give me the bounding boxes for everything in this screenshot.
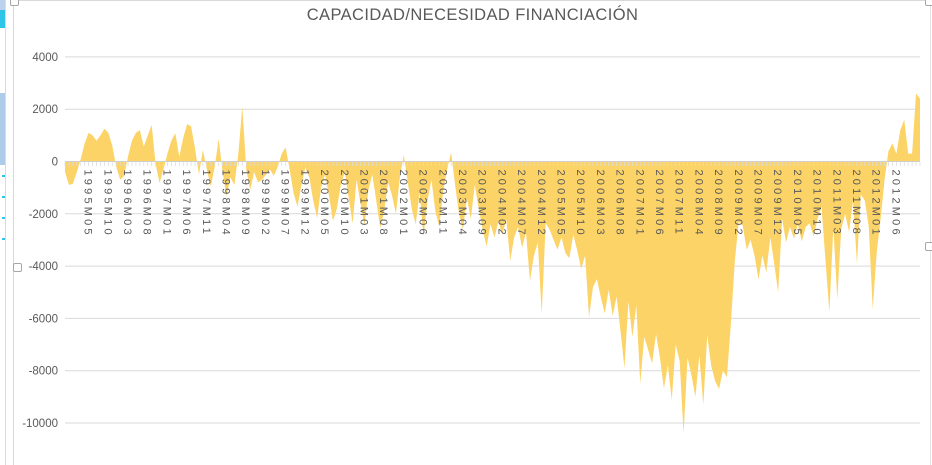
worksheet-cell-fill[interactable] [0, 28, 5, 93]
x-axis-label[interactable]: 2007M06 [653, 170, 665, 238]
worksheet-cell-fill[interactable] [0, 0, 5, 10]
y-axis-label[interactable]: -8000 [29, 366, 58, 378]
x-axis-label[interactable]: 1999M02 [259, 170, 271, 238]
x-axis-label[interactable]: 2008M04 [692, 170, 704, 238]
chart-border-right [930, 0, 931, 465]
worksheet-cell-border [2, 175, 5, 177]
worksheet-sliver[interactable] [0, 0, 6, 465]
x-axis-label[interactable]: 1998M04 [220, 170, 232, 238]
area-series[interactable] [65, 93, 920, 434]
y-axis-label[interactable]: 2000 [32, 104, 58, 116]
x-axis-label[interactable]: 2001M08 [377, 170, 389, 238]
y-axis-label[interactable]: 0 [52, 157, 58, 169]
x-axis-label[interactable]: 2000M10 [338, 170, 350, 238]
x-axis-label[interactable]: 2012M01 [870, 170, 882, 238]
x-axis-label[interactable]: 1996M08 [141, 170, 153, 238]
x-axis-label[interactable]: 2002M11 [436, 170, 448, 237]
axis-tick-marks [64, 162, 921, 166]
y-axis-label[interactable]: -4000 [29, 261, 58, 273]
x-axis-label[interactable]: 2009M12 [771, 170, 783, 238]
y-axis-label[interactable]: 4000 [32, 52, 58, 64]
worksheet-cell-border [2, 217, 5, 219]
x-axis-label[interactable]: 2000M05 [318, 170, 330, 238]
worksheet-cell-fill[interactable] [0, 10, 5, 28]
x-axis-label[interactable]: 2005M05 [554, 170, 566, 238]
x-axis-label[interactable]: 1995M05 [82, 170, 94, 238]
x-axis-label[interactable]: 1998M09 [239, 170, 251, 238]
y-axis-label[interactable]: -10000 [22, 418, 58, 430]
x-axis-label[interactable]: 2006M03 [594, 170, 606, 238]
worksheet-cell-fill[interactable] [0, 93, 5, 165]
selection-handle-top-right[interactable] [925, 0, 932, 6]
x-axis-label[interactable]: 2011M03 [830, 170, 842, 237]
worksheet-cell-border [2, 196, 5, 198]
worksheet-cell-border [2, 238, 5, 240]
x-axis-label[interactable]: 2007M01 [633, 170, 645, 238]
x-axis-label[interactable]: 2007M11 [673, 170, 685, 237]
x-axis-label[interactable]: 1997M11 [200, 170, 212, 237]
x-axis-label[interactable]: 2010M05 [791, 170, 803, 238]
x-axis-label[interactable]: 2003M04 [456, 170, 468, 238]
x-axis-label[interactable]: 2002M01 [397, 170, 409, 238]
chart-border-left [13, 0, 14, 465]
y-axis-label[interactable]: -6000 [29, 313, 58, 325]
x-axis-label[interactable]: 2006M08 [614, 170, 626, 238]
x-axis-label[interactable]: 2010M10 [811, 170, 823, 238]
selection-handle-mid-left[interactable] [13, 263, 22, 272]
y-axis-labels: 4000 2000 0 -2000 -4000 -6000 -8000 -10000 [22, 52, 58, 430]
x-axis-label[interactable]: 1997M01 [160, 170, 172, 238]
x-axis-label[interactable]: 2004M07 [515, 170, 527, 238]
selection-handle-top-left[interactable] [10, 0, 19, 6]
y-axis-label[interactable]: -2000 [29, 209, 58, 221]
x-axis-label[interactable]: 2004M02 [495, 170, 507, 238]
selection-handle-mid-right[interactable] [925, 242, 932, 251]
x-axis-label[interactable]: 1999M12 [298, 170, 310, 238]
x-axis-label[interactable]: 2011M08 [850, 170, 862, 237]
x-axis-label[interactable]: 2005M10 [574, 170, 586, 238]
x-axis-label[interactable]: 2012M06 [889, 170, 901, 238]
x-axis-label[interactable]: 2008M09 [712, 170, 724, 238]
x-axis-label[interactable]: 1999M07 [279, 170, 291, 238]
x-axis-label[interactable]: 2001M03 [357, 170, 369, 238]
x-axis-label[interactable]: 2009M07 [751, 170, 763, 238]
chart-title[interactable]: CAPACIDAD/NECESIDAD FINANCIACIÓN [306, 6, 639, 24]
x-axis-label[interactable]: 2003M09 [476, 170, 488, 238]
x-axis-label[interactable]: 1996M03 [121, 170, 133, 238]
gridlines [65, 56, 920, 424]
chart-border-top [13, 0, 932, 1]
x-axis-label[interactable]: 2002M06 [417, 170, 429, 238]
x-axis-labels: 1995M05 1995M10 1996M03 1996M08 1997M01 1997M… [82, 170, 902, 238]
x-axis-label[interactable]: 2009M02 [732, 170, 744, 238]
x-axis-label[interactable]: 1997M06 [180, 170, 192, 238]
x-axis-label[interactable]: 2004M12 [535, 170, 547, 238]
x-axis-label[interactable]: 1995M10 [101, 170, 113, 238]
